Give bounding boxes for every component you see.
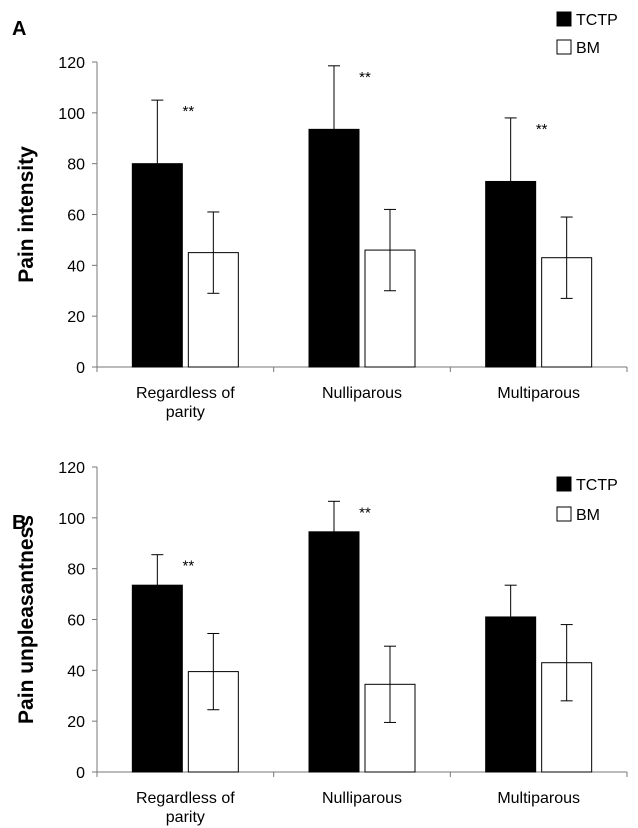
category-label: Nulliparous	[322, 790, 402, 807]
y-axis-label: Pain unpleasantness	[15, 515, 38, 724]
significance-marker: **	[359, 504, 371, 521]
category-label: Multiparous	[497, 385, 580, 402]
y-tick-label: 100	[58, 106, 85, 123]
y-tick-label: 60	[67, 208, 85, 225]
bar-tctp	[131, 584, 183, 773]
panel-letter: B	[12, 512, 26, 534]
y-tick-label: 120	[58, 460, 85, 477]
y-tick-label: 80	[67, 157, 85, 174]
y-tick-label: 0	[76, 360, 85, 377]
legend-label-bm: BM	[576, 507, 600, 524]
y-tick-label: 80	[67, 562, 85, 579]
significance-marker: **	[182, 103, 194, 120]
category-label: parity	[166, 404, 205, 421]
legend-label-tctp: TCTP	[576, 12, 618, 29]
significance-marker: **	[359, 69, 371, 86]
y-tick-label: 0	[76, 765, 85, 782]
legend-swatch-tctp	[556, 11, 572, 27]
y-tick-label: 120	[58, 55, 85, 72]
significance-marker: **	[182, 558, 194, 575]
legend-swatch-bm	[556, 39, 572, 55]
panel-a-pain-intensity: A Pain intensity 0 20 40 60 80 100 120 ** Regardle…	[12, 11, 628, 421]
category-label: parity	[166, 809, 205, 826]
bar-tctp	[308, 531, 360, 773]
legend-swatch-bm	[556, 506, 572, 522]
category-label: Regardless of	[136, 385, 235, 402]
y-axis-label: Pain intensity	[15, 146, 38, 283]
significance-marker: **	[536, 121, 548, 138]
y-tick-label: 40	[67, 663, 85, 680]
category-label: Multiparous	[497, 790, 580, 807]
legend-label-tctp: TCTP	[576, 477, 618, 494]
y-tick-label: 100	[58, 511, 85, 528]
panel-letter: A	[12, 18, 26, 40]
y-tick-label: 60	[67, 613, 85, 630]
category-label: Regardless of	[136, 790, 235, 807]
y-tick-label: 20	[67, 309, 85, 326]
category-label: Nulliparous	[322, 385, 402, 402]
legend-swatch-tctp	[556, 476, 572, 492]
y-tick-label: 40	[67, 258, 85, 275]
legend-label-bm: BM	[576, 40, 600, 57]
y-tick-label: 20	[67, 714, 85, 731]
